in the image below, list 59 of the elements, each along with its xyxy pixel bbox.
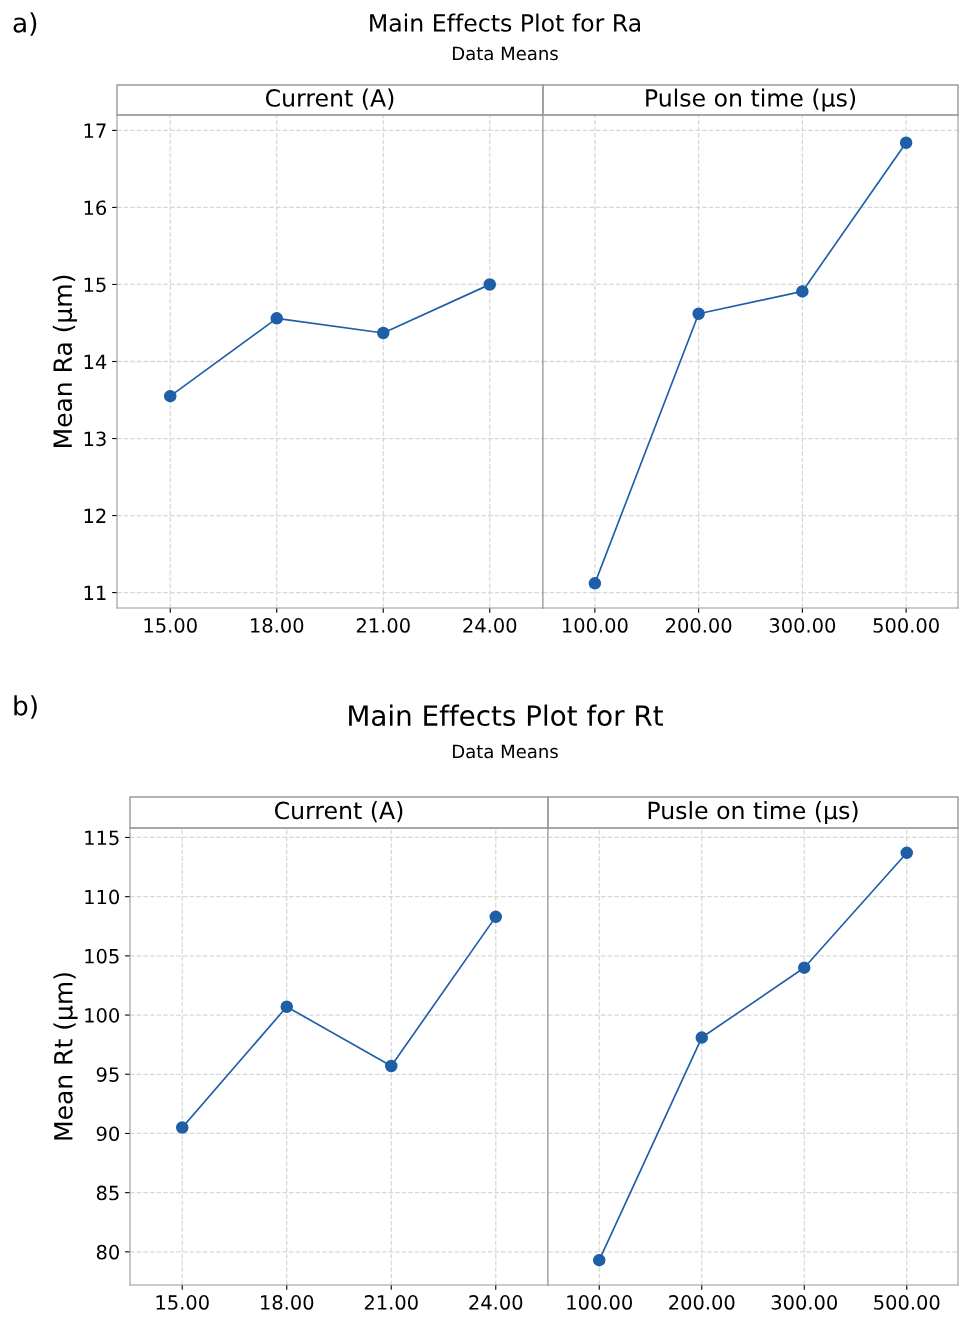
x-tick-label: 500.00 bbox=[874, 1295, 940, 1310]
point bbox=[376, 326, 390, 340]
y-tick-label: 15 bbox=[84, 277, 106, 293]
point bbox=[592, 1253, 606, 1267]
text: b) bbox=[14, 695, 37, 719]
text: Data Means bbox=[453, 744, 558, 759]
y-axis-title: Mean Ra (µm) bbox=[52, 275, 77, 447]
point bbox=[175, 1121, 189, 1134]
y-tick-label: 14 bbox=[84, 354, 107, 369]
chart-title: Pulse on time (µs) bbox=[646, 88, 856, 112]
x-tick-label: 200.00 bbox=[666, 618, 732, 633]
point bbox=[483, 278, 497, 291]
point bbox=[695, 1031, 709, 1044]
point bbox=[899, 136, 913, 149]
y-axis-title: Mean Rt (µm) bbox=[53, 973, 78, 1140]
x-tick-label: 100.00 bbox=[567, 1295, 632, 1310]
chart-subtitle: Main Effects Plot for Ra bbox=[370, 13, 641, 32]
x-tick-label: 15.00 bbox=[144, 618, 197, 633]
point bbox=[384, 1059, 398, 1073]
x-tick-label: 24.00 bbox=[463, 618, 517, 633]
point bbox=[900, 846, 914, 860]
x-tick-label: 24.00 bbox=[469, 1295, 523, 1310]
x-tick-label: 21.00 bbox=[356, 618, 410, 633]
point bbox=[588, 577, 602, 590]
point bbox=[796, 285, 809, 298]
x-tick-label: 100.00 bbox=[562, 618, 628, 633]
y-tick-label: 105 bbox=[85, 948, 119, 964]
point bbox=[692, 307, 705, 320]
y-tick-label: 115 bbox=[85, 830, 119, 846]
text: Data Means bbox=[453, 46, 558, 61]
point bbox=[280, 1000, 294, 1014]
x-tick-label: 21.00 bbox=[364, 1295, 418, 1310]
x-tick-label: 200.00 bbox=[669, 1295, 735, 1310]
y-tick-label: 80 bbox=[96, 1244, 119, 1260]
y-tick-label: 16 bbox=[84, 200, 107, 216]
chart-subtitle: Main Effects Plot for Rt bbox=[349, 704, 663, 727]
x-tick-label: 300.00 bbox=[769, 618, 836, 633]
point bbox=[797, 961, 811, 974]
y-tick-label: 12 bbox=[84, 508, 106, 523]
chart-title: Current (A) bbox=[265, 88, 394, 110]
y-tick-label: 13 bbox=[84, 431, 106, 447]
x-tick-label: 15.00 bbox=[156, 1295, 209, 1310]
y-tick-label: 17 bbox=[84, 123, 106, 138]
x-tick-label: 18.00 bbox=[251, 618, 304, 633]
chart-title: Pusle on time (µs) bbox=[648, 801, 858, 824]
point bbox=[163, 389, 177, 403]
text: a) bbox=[13, 12, 37, 36]
point bbox=[489, 910, 503, 924]
y-tick-label: 110 bbox=[85, 889, 119, 905]
x-tick-label: 500.00 bbox=[873, 618, 939, 633]
y-tick-label: 85 bbox=[96, 1185, 119, 1201]
y-tick-label: 95 bbox=[96, 1067, 119, 1082]
x-tick-label: 18.00 bbox=[261, 1295, 314, 1310]
y-tick-label: 100 bbox=[85, 1008, 119, 1023]
y-tick-label: 11 bbox=[84, 585, 106, 600]
point bbox=[270, 312, 284, 325]
y-tick-label: 90 bbox=[96, 1126, 119, 1142]
x-tick-label: 300.00 bbox=[771, 1295, 837, 1310]
chart-title: Current (A) bbox=[274, 801, 403, 823]
